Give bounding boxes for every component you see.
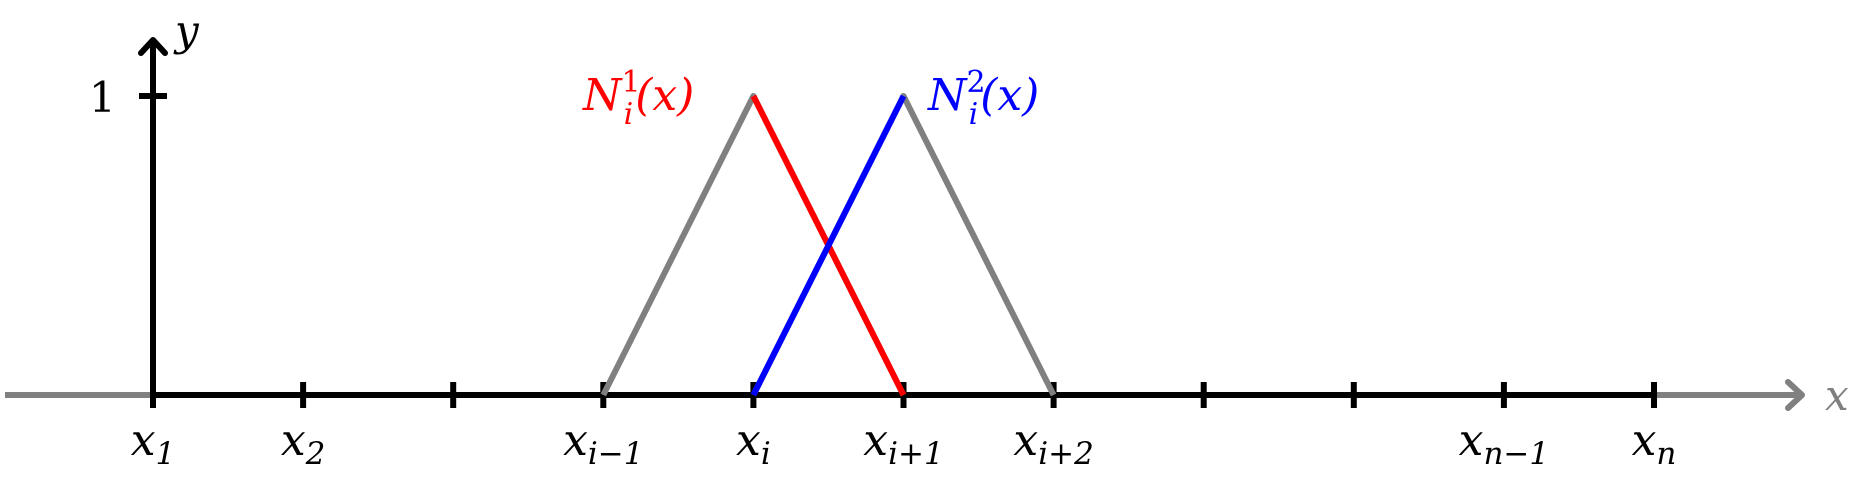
support-hat-n1 <box>600 93 907 397</box>
x-tick-label: xi−1 <box>563 415 643 472</box>
x-tick-label: xn <box>1632 415 1677 472</box>
x-tick-label: x1 <box>131 415 176 472</box>
x-tick-label: xi <box>736 415 771 472</box>
function-label-n2: N2 i(x) <box>927 65 1039 132</box>
y-axis-arrowhead <box>138 37 168 56</box>
x-tick-label: xi+2 <box>1013 415 1093 472</box>
hat-functions <box>750 94 907 397</box>
x-tick-labels: x1 x2 xi−1 xi xi+1 xi+2 xn−1 xn <box>131 415 1677 472</box>
x-axis-arrowhead <box>1785 379 1805 411</box>
y-tick-label: 1 <box>89 73 116 122</box>
function-label-n1: N1 i(x) <box>582 65 694 132</box>
x-tick-label: xn−1 <box>1459 415 1550 472</box>
x-axis-label: x <box>1825 371 1849 420</box>
support-hat-n2 <box>750 93 1057 397</box>
x-tick-label: xi+1 <box>863 415 943 472</box>
y-axis-label: y <box>173 6 200 55</box>
x-tick-label: x2 <box>281 415 326 472</box>
basis-segment-n2 <box>750 94 907 397</box>
